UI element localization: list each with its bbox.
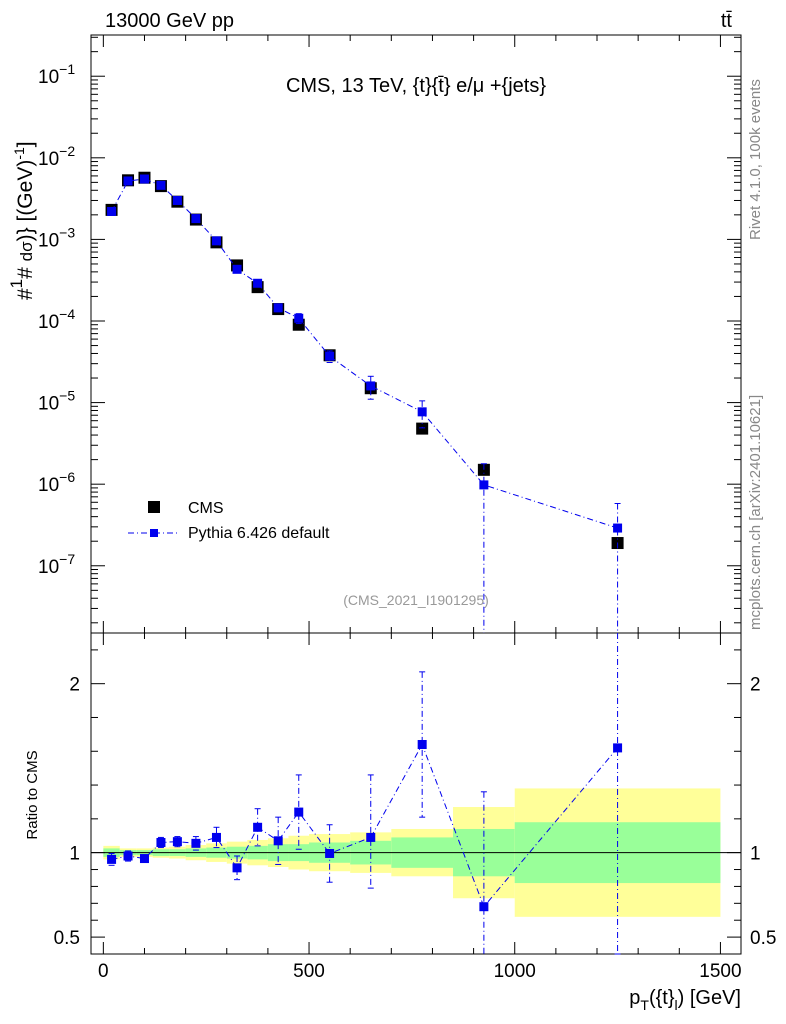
legend-cms-marker xyxy=(148,501,160,513)
y-tick-label: 10−1 xyxy=(38,61,75,88)
ratio-point xyxy=(366,832,376,842)
ratio-y-label: Ratio to CMS xyxy=(24,750,41,839)
ratio-point xyxy=(417,740,427,750)
pythia-point xyxy=(232,264,242,274)
ratio-point xyxy=(156,837,166,847)
legend-cms-label: CMS xyxy=(188,500,224,517)
legend-pythia-label: Pythia 6.426 default xyxy=(188,525,330,542)
process-label: tt̄ xyxy=(721,10,733,32)
ratio-marks xyxy=(107,633,623,955)
y-tick-label: 10−4 xyxy=(38,306,75,333)
main-axes: 10−7 10−6 10−5 10−4 10−3 10−2 10−1 xyxy=(38,35,741,954)
ratio-point xyxy=(294,807,304,817)
main-marks xyxy=(105,171,624,633)
legend: CMS Pythia 6.426 default xyxy=(128,500,330,542)
ratio-point xyxy=(211,832,221,842)
ratio-tick-label-left: 0.5 xyxy=(54,928,80,949)
pythia-point xyxy=(172,195,182,205)
y-axis-label: #1# dσ)} [(GeV)-1] xyxy=(7,141,37,300)
pythia-point xyxy=(191,214,201,224)
ratio-frame xyxy=(90,632,742,955)
main-frame xyxy=(90,34,742,634)
svg-text:#1# dσ)} [(GeV)-1]: #1# dσ)} [(GeV)-1] xyxy=(7,141,37,300)
pythia-point xyxy=(156,180,166,190)
ratio-tick-label-right: 0.5 xyxy=(750,928,776,949)
ratio-line xyxy=(111,743,618,908)
pythia-point xyxy=(366,381,376,391)
ratio-point xyxy=(253,822,263,832)
x-tick-label: 0 xyxy=(98,961,109,982)
cms-point xyxy=(477,463,490,476)
ratio-point xyxy=(613,743,623,753)
pythia-point xyxy=(211,236,221,246)
analysis-watermark: (CMS_2021_I1901295) xyxy=(343,592,489,608)
pythia-point xyxy=(253,278,263,288)
beam-label: 13000 GeV pp xyxy=(105,10,234,32)
pythia-point xyxy=(417,407,427,417)
ratio-tick-label-left: 2 xyxy=(69,675,80,696)
pythia-line xyxy=(111,178,618,529)
ratio-point xyxy=(191,838,201,848)
chart-title: CMS, 13 TeV, {t}{t̄} e/μ +{jets} xyxy=(286,75,546,97)
x-axis-label: pT({t}l) [GeV] xyxy=(629,987,741,1013)
y-tick-label: 10−2 xyxy=(38,143,75,170)
ratio-point xyxy=(107,854,117,864)
ratio-tick-label-left: 1 xyxy=(69,844,80,865)
source-label: mcplots.cern.ch [arXiv:2401.10621] xyxy=(747,395,764,630)
ratio-point xyxy=(479,902,489,912)
legend-pythia-marker xyxy=(150,529,158,537)
ratio-point xyxy=(232,863,242,873)
pythia-point xyxy=(325,351,335,361)
ratio-axes: 0 500 1000 1500 0.5 0.5 1 1 2 2 xyxy=(54,649,776,982)
y-tick-label: 10−5 xyxy=(38,388,75,415)
pythia-point xyxy=(613,523,623,533)
pythia-point xyxy=(107,206,117,216)
pythia-point xyxy=(273,303,283,313)
rivet-label: Rivet 4.1.0, 100k events xyxy=(747,79,764,240)
x-tick-label: 1500 xyxy=(699,961,741,982)
y-tick-label: 10−3 xyxy=(38,224,75,251)
ratio-point xyxy=(325,848,335,858)
pythia-point xyxy=(123,176,133,186)
ratio-point xyxy=(123,851,133,861)
cms-point xyxy=(416,422,429,435)
ratio-tick-label-right: 2 xyxy=(750,675,761,696)
pythia-point xyxy=(294,313,304,323)
pythia-point xyxy=(479,480,489,490)
ratio-tick-label-right: 1 xyxy=(750,844,761,865)
x-tick-label: 1000 xyxy=(494,961,536,982)
ratio-point xyxy=(273,836,283,846)
ratio-point xyxy=(139,854,149,864)
ratio-bands xyxy=(91,788,741,917)
x-tick-label: 500 xyxy=(293,961,325,982)
y-tick-label: 10−6 xyxy=(38,469,75,496)
pythia-point xyxy=(139,174,149,184)
ratio-point xyxy=(172,837,182,847)
y-tick-label: 10−7 xyxy=(38,551,75,578)
